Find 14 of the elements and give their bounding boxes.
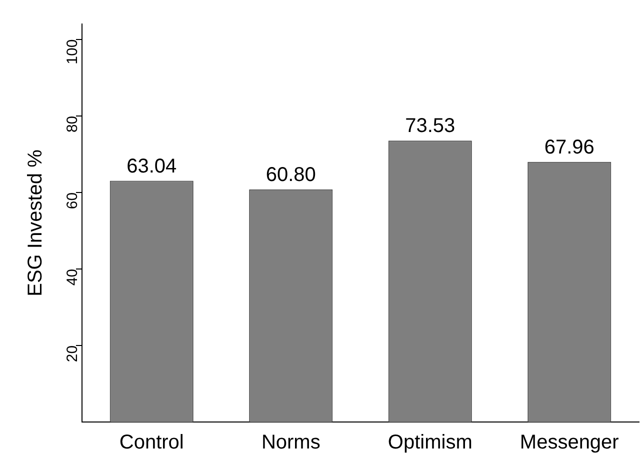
y-tick-label: 40 <box>64 268 82 286</box>
x-tick-label: Messenger <box>520 432 620 454</box>
data-label: 63.04 <box>126 155 177 178</box>
data-label: 67.96 <box>544 136 594 158</box>
y-axis-title: ESG Invested % <box>24 149 47 296</box>
y-tick-label: 100 <box>64 39 82 64</box>
data-label: 73.53 <box>405 115 456 138</box>
x-tick-label: Optimism <box>388 432 472 454</box>
x-tick-label: Norms <box>261 432 320 454</box>
data-label: 60.80 <box>266 164 316 186</box>
y-tick-label: 20 <box>64 345 82 362</box>
y-tick-label: 80 <box>64 116 82 133</box>
x-tick-label: Control <box>119 432 184 454</box>
y-tick-label: 60 <box>64 192 82 210</box>
